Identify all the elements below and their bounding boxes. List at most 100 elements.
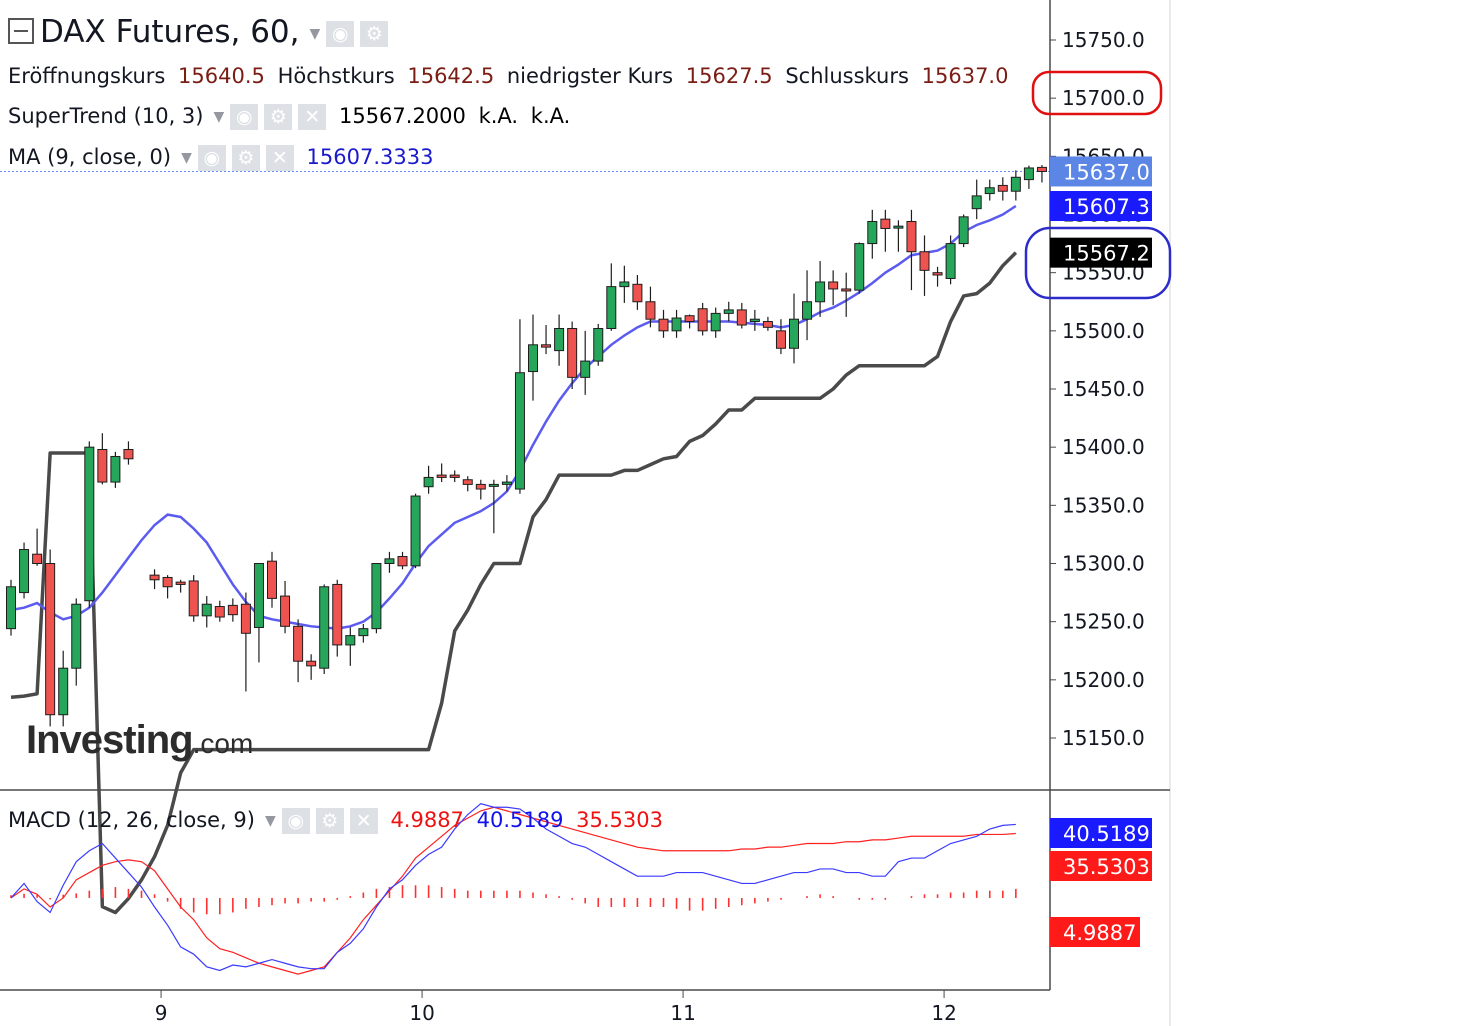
candle-body	[736, 309, 747, 326]
macd-label[interactable]: MACD (12, 26, close, 9)	[8, 808, 255, 832]
candle-body	[749, 318, 760, 323]
ohlc-row: Eröffnungskurs 15640.5 Höchstkurs 15642.…	[8, 64, 1014, 88]
candle-body	[332, 583, 343, 646]
y-tick-label: 15250.0	[1062, 610, 1145, 634]
candle-body	[253, 563, 264, 628]
candle-body	[632, 283, 643, 303]
y-tick-label: 15150.0	[1062, 726, 1145, 750]
chevron-down-icon[interactable]: ▼	[309, 25, 321, 42]
supertrend-row: SuperTrend (10, 3) ▼ ◉ ⚙ ✕ 15567.2000 k.A. k…	[8, 104, 576, 130]
gear-icon[interactable]: ⚙	[315, 808, 344, 834]
candle-body	[410, 495, 421, 567]
gear-icon[interactable]: ⚙	[231, 145, 260, 171]
eye-icon[interactable]: ◉	[230, 104, 259, 130]
x-tick-label: 12	[931, 1001, 956, 1025]
candle-body	[6, 586, 16, 630]
macd-tag-label: 40.5189	[1063, 822, 1150, 846]
candle-body	[397, 556, 408, 567]
supertrend-label[interactable]: SuperTrend (10, 3)	[8, 104, 204, 128]
candle-body	[867, 220, 878, 245]
macd-tag-bg	[1050, 851, 1152, 881]
x-tick-label: 9	[155, 1001, 168, 1025]
candle-body	[371, 563, 382, 630]
candle-body	[188, 580, 199, 617]
macd-hist-value: 4.9887	[390, 808, 464, 832]
y-tick-label: 15400.0	[1062, 435, 1145, 459]
macd-row: MACD (12, 26, close, 9) ▼ ◉ ⚙ ✕ 4.9887 40.51…	[8, 808, 669, 834]
price-tag-bg	[1050, 191, 1152, 222]
candle-body	[645, 301, 656, 320]
eye-icon[interactable]: ◉	[326, 20, 355, 47]
gear-icon[interactable]: ⚙	[360, 20, 389, 47]
price-tag-label: 15567.2	[1063, 242, 1150, 266]
candle-body	[906, 220, 917, 253]
supertrend-na-2: k.A.	[530, 104, 571, 128]
close-value: 15637.0	[921, 64, 1009, 88]
close-icon[interactable]: ✕	[265, 145, 294, 171]
candle-body	[384, 558, 395, 565]
macd-signal-line	[10, 806, 1016, 975]
candle-body	[619, 281, 630, 288]
y-tick-label: 15300.0	[1062, 552, 1145, 576]
close-icon[interactable]: ✕	[298, 104, 327, 130]
candle-body	[723, 309, 734, 314]
candle-body	[97, 448, 108, 483]
high-label: Höchstkurs	[277, 64, 395, 88]
candle-body	[762, 321, 773, 328]
candle-body	[306, 660, 317, 667]
candle-body	[541, 344, 552, 348]
candle-body	[958, 216, 969, 245]
candle-body	[175, 581, 186, 585]
candle-body	[815, 281, 826, 303]
collapse-icon[interactable]	[8, 17, 34, 44]
eye-icon[interactable]: ◉	[281, 808, 310, 834]
candle-body	[684, 315, 695, 323]
candle-body	[567, 328, 578, 378]
candle-body	[84, 446, 95, 602]
candle-body	[293, 625, 304, 662]
close-label: Schlusskurs	[785, 64, 909, 88]
y-tick-label: 15700.0	[1062, 86, 1145, 110]
candle-body	[658, 318, 669, 332]
gear-icon[interactable]: ⚙	[264, 104, 293, 130]
price-tag-label: 15607.3	[1063, 195, 1150, 219]
candle-body	[488, 483, 499, 487]
candle-body	[267, 560, 277, 599]
chevron-down-icon[interactable]: ▼	[264, 813, 276, 829]
candle-body	[514, 372, 525, 490]
supertrend-line	[10, 251, 1018, 915]
candle-body	[593, 328, 604, 362]
ma-label[interactable]: MA (9, close, 0)	[8, 145, 172, 169]
macd-pane[interactable]	[10, 802, 1017, 975]
candle-body	[580, 360, 591, 378]
highlight-circle-blue	[1024, 226, 1172, 300]
macd-signal-value: 35.5303	[576, 808, 663, 832]
eye-icon[interactable]: ◉	[197, 145, 226, 171]
candle-body	[710, 312, 721, 332]
candle-body	[1010, 176, 1021, 192]
macd-tag-label: 4.9887	[1063, 921, 1136, 945]
candle-body	[606, 286, 617, 330]
y-tick-label: 15350.0	[1062, 493, 1145, 517]
candle-body	[880, 218, 891, 229]
supertrend-na-1: k.A.	[478, 104, 519, 128]
close-icon[interactable]: ✕	[349, 808, 378, 834]
candle-body	[71, 603, 82, 669]
macd-tag-bg	[1050, 917, 1140, 947]
chevron-down-icon[interactable]: ▼	[213, 109, 225, 125]
macd-value: 40.5189	[476, 808, 564, 832]
symbol-title[interactable]: DAX Futures, 60,	[40, 14, 300, 50]
candle-body	[945, 243, 956, 279]
chevron-down-icon[interactable]: ▼	[181, 150, 192, 166]
ma-line	[10, 204, 1017, 630]
candle-body	[697, 308, 708, 332]
candle-body	[449, 474, 460, 478]
logo-brand: Investing	[26, 718, 194, 762]
candle-body	[280, 595, 291, 627]
candle-body	[919, 251, 930, 271]
candle-body	[775, 330, 786, 349]
price-pane[interactable]	[6, 165, 1047, 915]
low-value: 15627.5	[685, 64, 773, 88]
ma-row: MA (9, close, 0) ▼ ◉ ⚙ ✕ 15607.3333	[8, 145, 439, 171]
